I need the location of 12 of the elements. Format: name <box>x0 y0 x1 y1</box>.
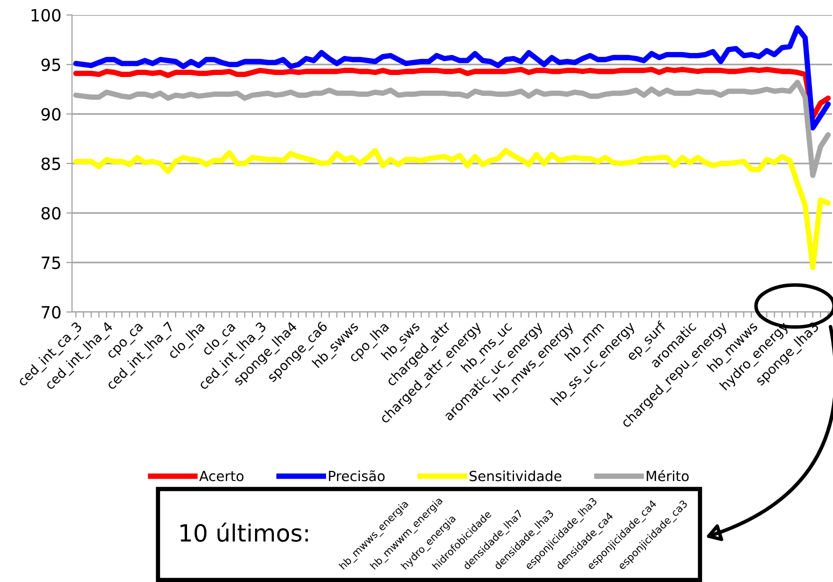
y-tick-label: 90 <box>41 108 60 121</box>
y-tick-label: 100 <box>32 8 60 22</box>
y-tick-label: 70 <box>42 306 60 319</box>
legend-label: Precisão <box>328 470 385 482</box>
y-tick-label: 75 <box>42 256 60 270</box>
y-tick-label: 85 <box>42 157 60 170</box>
y-tick-label: 80 <box>42 206 60 220</box>
y-tick-label: 95 <box>41 58 60 72</box>
legend-label: Mérito <box>646 470 689 482</box>
legend-label: Acerto <box>199 470 244 482</box>
legend-label: Sensitividade <box>470 470 562 482</box>
text: 10 últimos: <box>180 522 308 542</box>
